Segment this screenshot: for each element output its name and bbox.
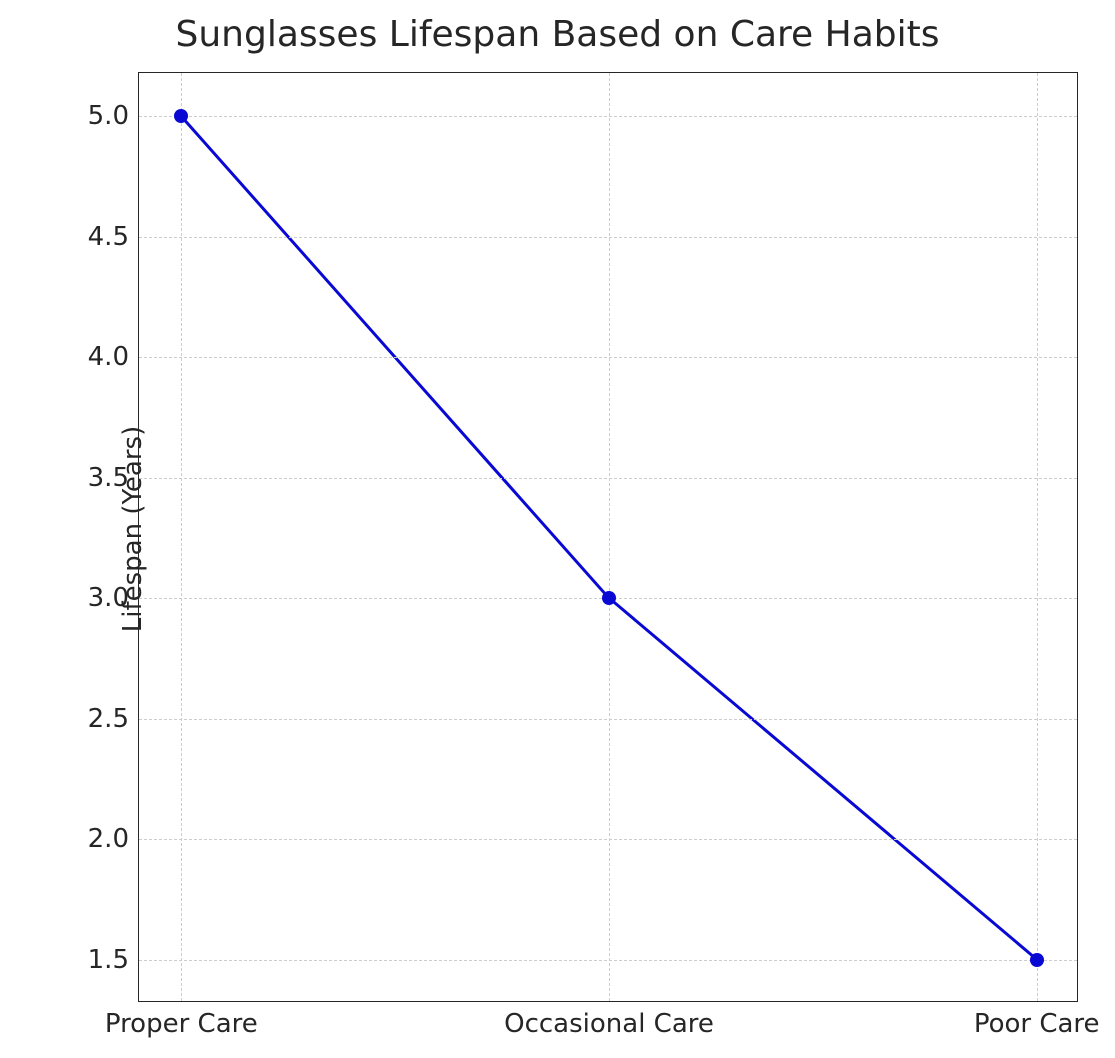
y-tick-label: 3.0 <box>88 583 129 613</box>
y-tick-label: 3.5 <box>88 463 129 493</box>
gridline-horizontal <box>139 357 1077 358</box>
gridline-horizontal <box>139 960 1077 961</box>
gridline-vertical <box>609 73 610 1001</box>
plot-area: 1.52.02.53.03.54.04.55.0Proper CareOccas… <box>138 72 1078 1002</box>
x-tick-label: Occasional Care <box>504 1009 714 1039</box>
gridline-horizontal <box>139 719 1077 720</box>
gridline-horizontal <box>139 478 1077 479</box>
gridline-horizontal <box>139 237 1077 238</box>
chart-container: Sunglasses Lifespan Based on Care Habits… <box>0 0 1115 1058</box>
gridline-horizontal <box>139 839 1077 840</box>
y-tick-label: 1.5 <box>88 945 129 975</box>
y-tick-label: 4.5 <box>88 222 129 252</box>
gridline-horizontal <box>139 116 1077 117</box>
data-marker <box>602 591 616 605</box>
y-tick-label: 5.0 <box>88 101 129 131</box>
y-tick-label: 4.0 <box>88 342 129 372</box>
line-chart-svg <box>139 73 1077 1001</box>
chart-title: Sunglasses Lifespan Based on Care Habits <box>0 14 1115 55</box>
gridline-vertical <box>1037 73 1038 1001</box>
y-tick-label: 2.0 <box>88 824 129 854</box>
x-tick-label: Poor Care <box>974 1009 1100 1039</box>
data-marker <box>174 109 188 123</box>
y-tick-label: 2.5 <box>88 704 129 734</box>
data-marker <box>1030 953 1044 967</box>
data-line <box>181 116 1035 957</box>
gridline-vertical <box>181 73 182 1001</box>
x-tick-label: Proper Care <box>105 1009 258 1039</box>
